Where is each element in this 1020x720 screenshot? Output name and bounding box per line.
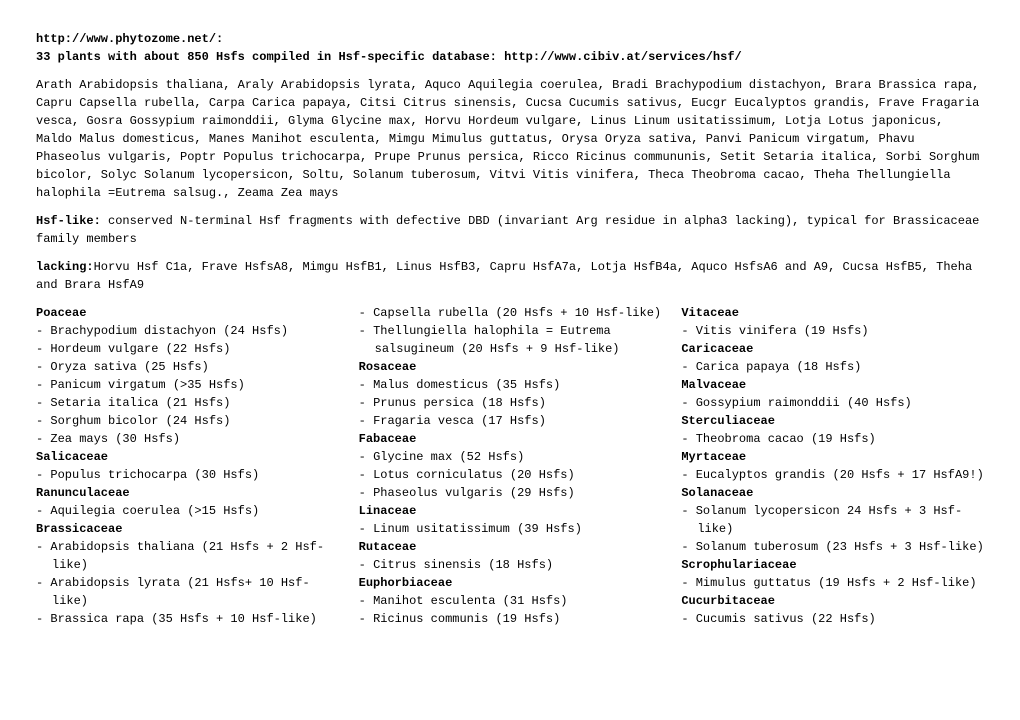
family-list-item: Sorghum bicolor (24 Hsfs) bbox=[36, 412, 339, 430]
family-heading: Myrtaceae bbox=[681, 448, 984, 466]
family-list-item: Prunus persica (18 Hsfs) bbox=[359, 394, 662, 412]
family-list-item: Glycine max (52 Hsfs) bbox=[359, 448, 662, 466]
family-list-item: Oryza sativa (25 Hsfs) bbox=[36, 358, 339, 376]
family-list-item: Ricinus communis (19 Hsfs) bbox=[359, 610, 662, 628]
family-list-item: Vitis vinifera (19 Hsfs) bbox=[681, 322, 984, 340]
family-list-item: Populus trichocarpa (30 Hsfs) bbox=[36, 466, 339, 484]
family-list-item: Capsella rubella (20 Hsfs + 10 Hsf-like) bbox=[359, 304, 662, 322]
family-list-item: Gossypium raimonddii (40 Hsfs) bbox=[681, 394, 984, 412]
family-heading: Vitaceae bbox=[681, 304, 984, 322]
family-list-item: Solanum tuberosum (23 Hsfs + 3 Hsf-like) bbox=[681, 538, 984, 556]
family-list-item: Phaseolus vulgaris (29 Hsfs) bbox=[359, 484, 662, 502]
family-list-item: Thellungiella halophila = Eutrema salsug… bbox=[359, 322, 662, 358]
lacking-text: Horvu Hsf C1a, Frave HsfsA8, Mimgu HsfB1… bbox=[36, 260, 972, 292]
family-list-item: Citrus sinensis (18 Hsfs) bbox=[359, 556, 662, 574]
family-heading: Salicaceae bbox=[36, 448, 339, 466]
family-list-item: Arabidopsis thaliana (21 Hsfs + 2 Hsf-li… bbox=[36, 538, 339, 574]
family-heading: Ranunculaceae bbox=[36, 484, 339, 502]
family-heading: Sterculiaceae bbox=[681, 412, 984, 430]
lacking-label: lacking: bbox=[36, 260, 94, 274]
family-list-item: Brassica rapa (35 Hsfs + 10 Hsf-like) bbox=[36, 610, 339, 628]
family-list-item: Mimulus guttatus (19 Hsfs + 2 Hsf-like) bbox=[681, 574, 984, 592]
family-heading: Malvaceae bbox=[681, 376, 984, 394]
page-title: 33 plants with about 850 Hsfs compiled i… bbox=[36, 48, 984, 66]
family-list-item: Aquilegia coerulea (>15 Hsfs) bbox=[36, 502, 339, 520]
family-list-item: Zea mays (30 Hsfs) bbox=[36, 430, 339, 448]
hsf-like-label: Hsf-like: bbox=[36, 214, 101, 228]
family-list-item: Brachypodium distachyon (24 Hsfs) bbox=[36, 322, 339, 340]
lacking-paragraph: lacking:Horvu Hsf C1a, Frave HsfsA8, Mim… bbox=[36, 258, 984, 294]
family-heading: Solanaceae bbox=[681, 484, 984, 502]
family-heading: Brassicaceae bbox=[36, 520, 339, 538]
family-heading: Cucurbitaceae bbox=[681, 592, 984, 610]
family-list-item: Linum usitatissimum (39 Hsfs) bbox=[359, 520, 662, 538]
source-url: http://www.phytozome.net/: bbox=[36, 30, 984, 48]
family-list-item: Solanum lycopersicon 24 Hsfs + 3 Hsf-lik… bbox=[681, 502, 984, 538]
family-heading: Fabaceae bbox=[359, 430, 662, 448]
family-list-item: Panicum virgatum (>35 Hsfs) bbox=[36, 376, 339, 394]
family-list-item: Hordeum vulgare (22 Hsfs) bbox=[36, 340, 339, 358]
family-heading: Euphorbiaceae bbox=[359, 574, 662, 592]
family-heading: Scrophulariaceae bbox=[681, 556, 984, 574]
family-list-item: Arabidopsis lyrata (21 Hsfs+ 10 Hsf-like… bbox=[36, 574, 339, 610]
family-heading: Linaceae bbox=[359, 502, 662, 520]
family-list-item: Fragaria vesca (17 Hsfs) bbox=[359, 412, 662, 430]
family-list-item: Malus domesticus (35 Hsfs) bbox=[359, 376, 662, 394]
hsf-like-paragraph: Hsf-like: conserved N-terminal Hsf fragm… bbox=[36, 212, 984, 248]
family-list-item: Lotus corniculatus (20 Hsfs) bbox=[359, 466, 662, 484]
family-heading: Rosaceae bbox=[359, 358, 662, 376]
family-heading: Caricaceae bbox=[681, 340, 984, 358]
family-list-item: Setaria italica (21 Hsfs) bbox=[36, 394, 339, 412]
family-list-item: Eucalyptos grandis (20 Hsfs + 17 HsfA9!) bbox=[681, 466, 984, 484]
family-columns: PoaceaeBrachypodium distachyon (24 Hsfs)… bbox=[36, 304, 984, 628]
family-list-item: Cucumis sativus (22 Hsfs) bbox=[681, 610, 984, 628]
family-heading: Poaceae bbox=[36, 304, 339, 322]
family-list-item: Manihot esculenta (31 Hsfs) bbox=[359, 592, 662, 610]
family-heading: Rutaceae bbox=[359, 538, 662, 556]
family-list-item: Carica papaya (18 Hsfs) bbox=[681, 358, 984, 376]
family-list-item: Theobroma cacao (19 Hsfs) bbox=[681, 430, 984, 448]
species-paragraph: Arath Arabidopsis thaliana, Araly Arabid… bbox=[36, 76, 984, 202]
hsf-like-text: conserved N-terminal Hsf fragments with … bbox=[36, 214, 979, 246]
